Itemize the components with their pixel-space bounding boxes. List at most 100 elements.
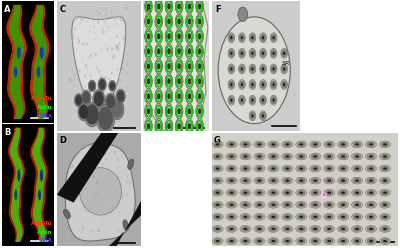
Circle shape [240,165,251,172]
Circle shape [338,238,349,244]
Circle shape [216,155,220,158]
Circle shape [254,141,265,148]
Circle shape [367,227,375,231]
Circle shape [112,207,114,209]
Circle shape [326,190,333,195]
Circle shape [80,21,82,24]
Polygon shape [10,128,23,242]
Circle shape [105,23,106,25]
Circle shape [251,83,254,86]
Circle shape [145,89,152,104]
Circle shape [196,119,204,134]
Circle shape [105,158,107,160]
Circle shape [92,175,94,178]
Circle shape [78,108,81,113]
Circle shape [366,225,377,232]
Circle shape [102,31,105,34]
Circle shape [254,214,265,220]
Circle shape [106,47,109,51]
Circle shape [326,178,333,183]
Circle shape [381,215,389,219]
Circle shape [178,63,181,69]
Circle shape [155,44,162,59]
Circle shape [118,48,120,52]
Circle shape [216,228,220,230]
Circle shape [324,153,335,160]
Circle shape [86,165,88,168]
Circle shape [145,74,152,89]
Circle shape [83,85,86,89]
Circle shape [242,215,249,219]
Circle shape [313,240,317,242]
Circle shape [91,87,92,89]
Circle shape [310,165,321,172]
Circle shape [282,201,293,208]
Circle shape [94,191,96,194]
Circle shape [96,19,97,21]
Circle shape [313,228,317,230]
Circle shape [249,111,256,121]
Circle shape [286,216,289,218]
Circle shape [75,167,76,169]
Circle shape [268,214,279,220]
Circle shape [212,238,223,244]
Circle shape [118,36,120,39]
Circle shape [381,227,389,231]
Polygon shape [65,143,135,241]
Circle shape [260,33,266,43]
Circle shape [89,74,90,76]
Circle shape [326,203,333,207]
Circle shape [256,178,263,183]
Circle shape [99,20,100,22]
Circle shape [84,74,86,77]
Circle shape [369,240,373,242]
Circle shape [121,183,122,185]
Circle shape [116,196,118,198]
Circle shape [298,166,305,171]
Circle shape [110,189,112,191]
Circle shape [117,68,118,70]
Circle shape [353,215,361,219]
Circle shape [380,153,390,160]
Circle shape [367,154,375,159]
Circle shape [178,123,181,129]
Circle shape [286,180,289,182]
Circle shape [112,89,113,91]
Circle shape [155,119,162,134]
Circle shape [86,108,88,110]
Circle shape [89,30,91,33]
Circle shape [198,78,201,84]
Circle shape [147,78,150,84]
Circle shape [125,226,126,227]
Circle shape [69,77,72,82]
Circle shape [327,167,331,170]
Circle shape [76,152,78,154]
Circle shape [68,41,70,44]
Circle shape [268,201,279,208]
Circle shape [125,6,128,10]
Circle shape [256,166,263,171]
Circle shape [352,177,363,184]
Circle shape [147,93,150,99]
Circle shape [230,155,233,158]
Circle shape [244,180,247,182]
Circle shape [383,180,387,182]
Circle shape [188,3,191,9]
Circle shape [120,144,121,145]
Circle shape [268,225,279,232]
Circle shape [238,95,245,105]
Circle shape [71,71,72,74]
Circle shape [381,166,389,171]
Circle shape [338,225,349,232]
Circle shape [286,143,289,146]
Circle shape [93,26,95,28]
Circle shape [366,153,377,160]
Circle shape [212,214,223,220]
Circle shape [79,105,88,119]
Circle shape [296,141,307,148]
Circle shape [324,177,335,184]
Circle shape [256,227,263,231]
Circle shape [101,156,102,158]
Circle shape [367,190,375,195]
Circle shape [298,154,305,159]
